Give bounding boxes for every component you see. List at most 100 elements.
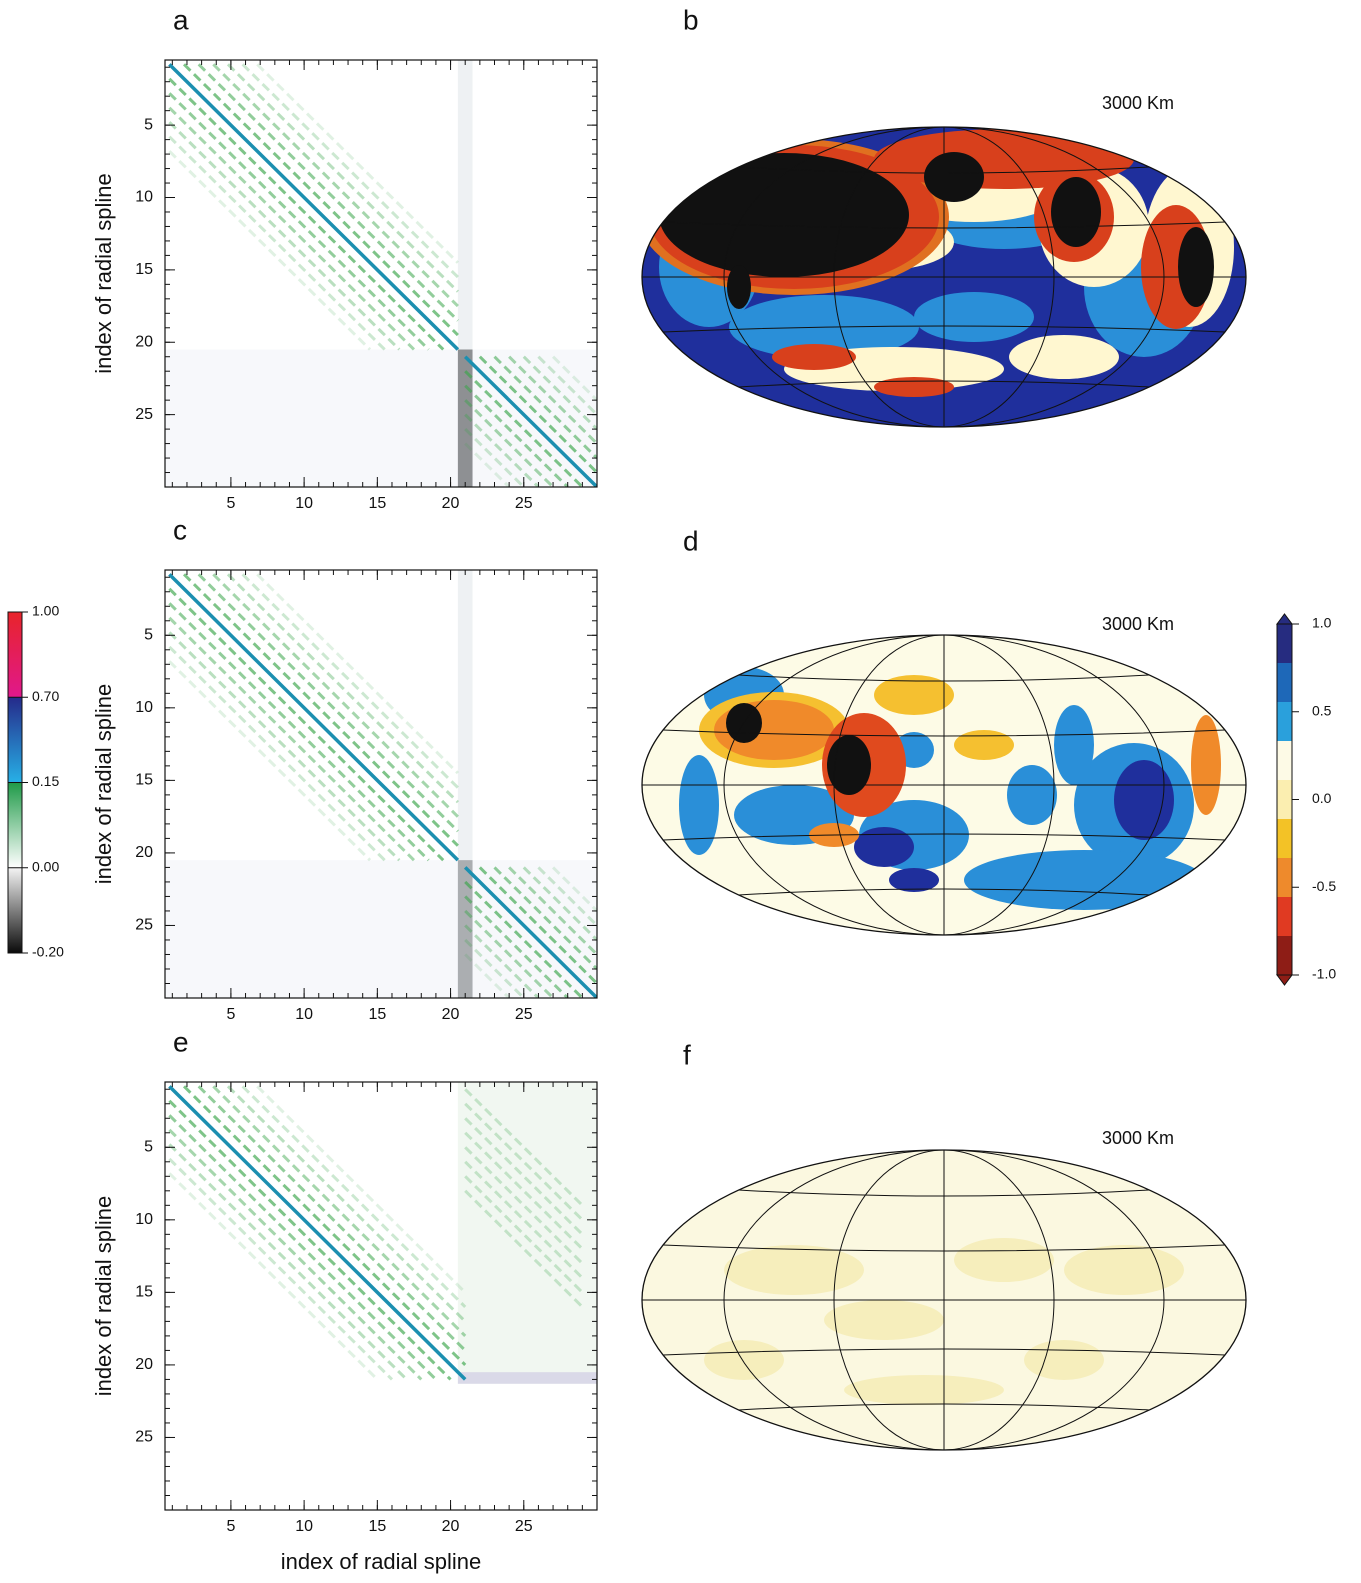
- matrix-diagonal: [241, 573, 459, 789]
- panel-letter: f: [683, 1039, 691, 1070]
- matrix-diagonal: [168, 1172, 379, 1381]
- map-outline: [641, 634, 1247, 936]
- map-anomaly: [874, 675, 954, 715]
- matrix-band: [457, 1372, 597, 1384]
- y-axis-label: index of radial spline: [91, 684, 116, 885]
- map-anomaly: [844, 1375, 1004, 1405]
- map-anomaly: [1054, 705, 1094, 785]
- map-image: [642, 1150, 1246, 1450]
- y-tick-label: 10: [135, 1211, 153, 1228]
- colorbar-cap: [1276, 974, 1293, 986]
- x-tick-label: 20: [442, 1518, 460, 1535]
- matrix-panel: 5 5 10 10 15 15 20 20 25 25 a index of radial splin…: [91, 4, 598, 512]
- matrix-diagonal: [256, 573, 459, 775]
- matrix-image: [165, 570, 597, 998]
- matrix-diagonal: [168, 1114, 437, 1381]
- panel-letter: c: [173, 514, 187, 545]
- matrix-diagonal: [552, 866, 597, 913]
- matrix-main-diagonal: [168, 1085, 467, 1381]
- panel-letter: d: [683, 525, 699, 556]
- colorbar-left: 1.00 0.70 0.15 0.00 -0.20: [7, 603, 64, 960]
- matrix-diagonal: [168, 645, 386, 862]
- map-anomaly: [704, 1340, 784, 1380]
- matrix-diagonal: [464, 413, 540, 487]
- matrix-panel: 5 5 10 10 15 15 20 20 25 25 c index of radial splin…: [91, 514, 598, 1023]
- parallel: [738, 380, 1150, 388]
- colorbar-segment: [8, 782, 22, 868]
- matrix-main-diagonal: [463, 355, 597, 487]
- panel-letter: e: [173, 1026, 189, 1057]
- matrix-diagonal: [508, 866, 597, 956]
- parallel: [738, 888, 1150, 896]
- colorbar-segment: [1277, 663, 1292, 703]
- map-image: [642, 127, 1246, 427]
- matrix-diagonal: [241, 63, 459, 279]
- y-axis-label: index of radial spline: [91, 1196, 116, 1397]
- matrix-diagonal: [168, 1157, 394, 1381]
- matrix-frame: [164, 1081, 598, 1511]
- map-anomaly: [1009, 335, 1119, 379]
- x-tick-label: 20: [442, 1006, 460, 1023]
- matrix-diagonal: [212, 63, 459, 308]
- matrix-diagonal: [464, 953, 511, 998]
- x-tick-label: 15: [368, 495, 386, 512]
- panel-letter: b: [683, 4, 699, 35]
- matrix-diagonal: [197, 1085, 467, 1352]
- matrix-diagonal: [197, 573, 459, 833]
- map-anomaly: [827, 735, 871, 795]
- y-tick-label: 25: [135, 917, 153, 934]
- map-panel: b 3000 Km: [641, 4, 1247, 428]
- y-tick-label: 5: [144, 627, 153, 644]
- panel-letter: a: [173, 4, 189, 35]
- matrix-band: [457, 1082, 597, 1384]
- colorbar-tick-label: 0.5: [1312, 702, 1332, 718]
- matrix-image: [165, 60, 597, 487]
- colorbar-tick-label: -1.0: [1312, 966, 1336, 982]
- x-tick-label: 5: [226, 1518, 235, 1535]
- map-anomaly: [854, 827, 914, 867]
- matrix-diagonal: [168, 106, 416, 351]
- x-tick-label: 10: [295, 495, 313, 512]
- colorbar-segment: [1277, 858, 1292, 898]
- parallel: [663, 1348, 1225, 1356]
- matrix-diagonal: [226, 573, 459, 804]
- map-anomaly: [727, 265, 751, 309]
- x-axis-label: index of radial spline: [281, 1549, 482, 1574]
- colorbar-tick-label: -0.5: [1312, 878, 1336, 894]
- map-anomaly: [824, 1300, 944, 1340]
- map-panel: f 3000 Km: [641, 1039, 1247, 1451]
- matrix-panel: 5 5 10 10 15 15 20 20 25 25 e index of radial splin…: [91, 1026, 598, 1574]
- y-axis-label: index of radial spline: [91, 173, 116, 374]
- y-tick-label: 15: [135, 772, 153, 789]
- matrix-band: [457, 349, 473, 487]
- matrix-diagonal: [212, 1085, 467, 1337]
- parallel: [738, 1189, 1150, 1197]
- depth-label: 3000 Km: [1102, 1128, 1174, 1148]
- map-anomaly: [679, 755, 719, 855]
- y-tick-label: 25: [135, 406, 153, 423]
- matrix-diagonal: [168, 631, 401, 862]
- x-tick-label: 10: [295, 1518, 313, 1535]
- map-anomaly: [874, 377, 954, 397]
- matrix-diagonal: [522, 866, 597, 942]
- colorbar-tick-label: 1.00: [32, 603, 59, 619]
- map-anomaly: [1191, 715, 1221, 815]
- colorbar-tick-label: 0.15: [32, 773, 59, 789]
- depth-label: 3000 Km: [1102, 614, 1174, 634]
- matrix-diagonal: [522, 355, 597, 431]
- matrix-diagonal: [182, 63, 459, 337]
- map-anomaly: [954, 1238, 1054, 1282]
- matrix-diagonal: [168, 616, 416, 862]
- matrix-diagonal: [508, 355, 597, 445]
- map-anomaly: [1178, 227, 1214, 307]
- x-tick-label: 10: [295, 1006, 313, 1023]
- matrix-main-diagonal: [168, 63, 460, 351]
- matrix-diagonal: [182, 1085, 467, 1366]
- y-tick-label: 10: [135, 189, 153, 206]
- matrix-diagonal: [493, 866, 597, 971]
- matrix-diagonal: [168, 121, 401, 351]
- x-tick-label: 20: [442, 495, 460, 512]
- y-tick-label: 20: [135, 1356, 153, 1373]
- y-tick-label: 20: [135, 844, 153, 861]
